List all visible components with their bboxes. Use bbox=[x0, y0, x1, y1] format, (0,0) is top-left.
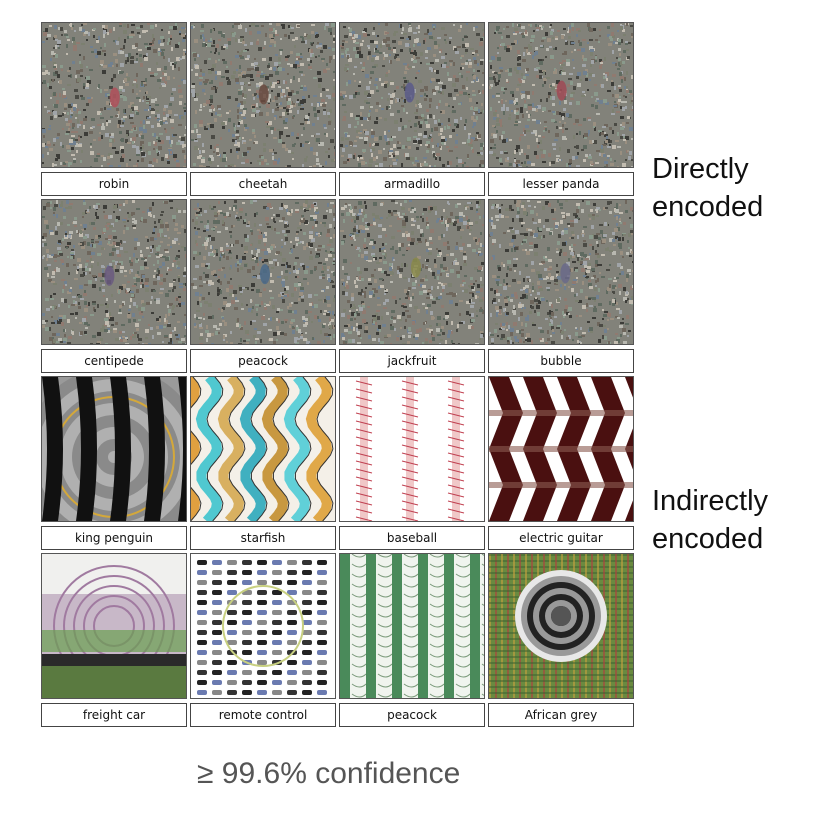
pattern-graphic bbox=[489, 200, 633, 344]
directly-encoded-label: Directly encoded bbox=[652, 150, 763, 226]
class-label: remote control bbox=[190, 703, 336, 727]
synthetic-image bbox=[339, 553, 485, 699]
class-label: peacock bbox=[339, 703, 485, 727]
synthetic-image bbox=[41, 199, 187, 345]
subject-blob bbox=[556, 80, 567, 101]
pattern-graphic bbox=[489, 377, 633, 521]
class-label: cheetah bbox=[190, 172, 336, 196]
synthetic-image bbox=[41, 553, 187, 699]
pattern-graphic bbox=[340, 200, 484, 344]
pattern-graphic bbox=[191, 554, 335, 698]
pattern-graphic bbox=[42, 200, 186, 344]
synthetic-image bbox=[41, 376, 187, 522]
class-label: baseball bbox=[339, 526, 485, 550]
subject-blob bbox=[104, 265, 115, 286]
synthetic-image bbox=[339, 376, 485, 522]
pattern-graphic bbox=[42, 23, 186, 167]
side-label-line: encoded bbox=[652, 523, 764, 555]
pattern-graphic bbox=[340, 23, 484, 167]
side-label-line: Directly bbox=[652, 153, 749, 185]
pattern-graphic bbox=[42, 554, 186, 698]
synthetic-image bbox=[190, 22, 336, 168]
class-label: lesser panda bbox=[488, 172, 634, 196]
class-label: freight car bbox=[41, 703, 187, 727]
synthetic-image bbox=[339, 22, 485, 168]
subject-blob bbox=[259, 264, 270, 285]
class-label: king penguin bbox=[41, 526, 187, 550]
class-label: robin bbox=[41, 172, 187, 196]
synthetic-image bbox=[190, 376, 336, 522]
pattern-graphic bbox=[489, 554, 633, 698]
synthetic-image bbox=[488, 553, 634, 699]
class-label: armadillo bbox=[339, 172, 485, 196]
synthetic-image bbox=[190, 199, 336, 345]
synthetic-image bbox=[488, 22, 634, 168]
subject-blob bbox=[560, 263, 571, 284]
subject-blob bbox=[258, 84, 269, 105]
class-label: centipede bbox=[41, 349, 187, 373]
class-label: peacock bbox=[190, 349, 336, 373]
subject-blob bbox=[109, 87, 120, 108]
image-grid: robin cheetah armadillo lesser panda centipe… bbox=[41, 22, 636, 727]
class-label: starfish bbox=[190, 526, 336, 550]
class-label: bubble bbox=[488, 349, 634, 373]
pattern-graphic bbox=[42, 377, 186, 521]
pattern-graphic bbox=[340, 377, 484, 521]
synthetic-image bbox=[339, 199, 485, 345]
pattern-graphic bbox=[191, 200, 335, 344]
pattern-graphic bbox=[191, 23, 335, 167]
side-label-line: Indirectly bbox=[652, 485, 769, 517]
synthetic-image bbox=[488, 376, 634, 522]
synthetic-image bbox=[41, 22, 187, 168]
class-label: electric guitar bbox=[488, 526, 634, 550]
subject-blob bbox=[410, 257, 421, 278]
indirectly-encoded-label: Indirectly encoded bbox=[652, 482, 768, 558]
side-label-line: encoded bbox=[652, 191, 764, 223]
class-label: African grey bbox=[488, 703, 634, 727]
pattern-graphic bbox=[340, 554, 484, 698]
pattern-graphic bbox=[191, 377, 335, 521]
synthetic-image bbox=[488, 199, 634, 345]
subject-blob bbox=[404, 82, 415, 103]
confidence-caption: ≥ 99.6% confidence bbox=[197, 757, 461, 790]
synthetic-image bbox=[190, 553, 336, 699]
class-label: jackfruit bbox=[339, 349, 485, 373]
pattern-graphic bbox=[489, 23, 633, 167]
